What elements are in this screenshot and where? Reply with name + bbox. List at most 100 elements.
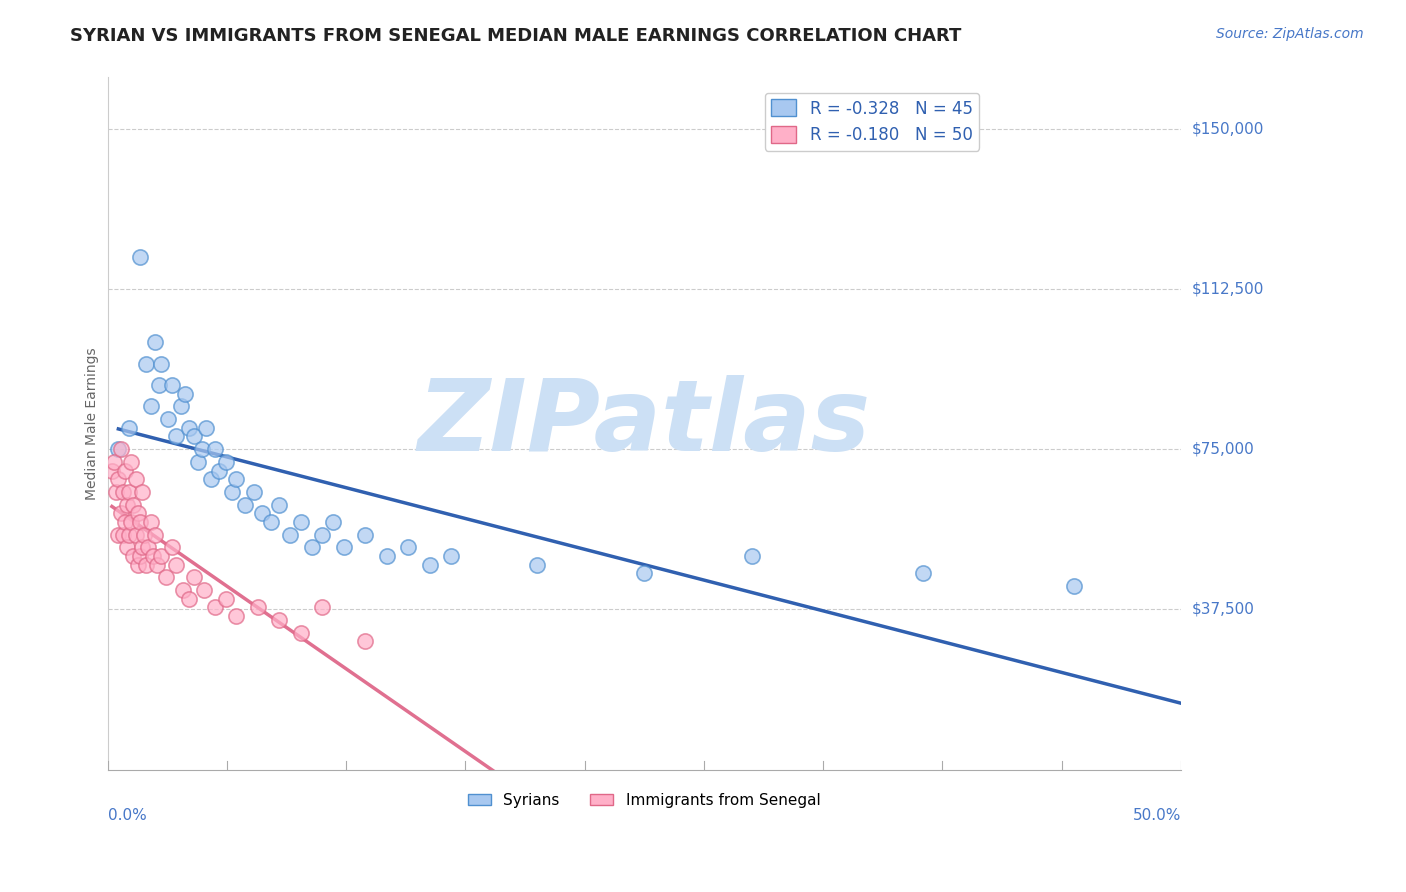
Point bbox=[131, 541, 153, 555]
Point bbox=[110, 506, 132, 520]
Point bbox=[741, 549, 763, 563]
Text: SYRIAN VS IMMIGRANTS FROM SENEGAL MEDIAN MALE EARNINGS CORRELATION CHART: SYRIAN VS IMMIGRANTS FROM SENEGAL MEDIAN… bbox=[70, 27, 962, 45]
Point bbox=[156, 412, 179, 426]
Point bbox=[138, 541, 160, 555]
Y-axis label: Median Male Earnings: Median Male Earnings bbox=[86, 347, 100, 500]
Point bbox=[225, 608, 247, 623]
Point bbox=[118, 421, 141, 435]
Point bbox=[150, 357, 173, 371]
Point bbox=[165, 429, 187, 443]
Point bbox=[135, 357, 157, 371]
Point bbox=[124, 472, 146, 486]
Point bbox=[246, 600, 269, 615]
Point bbox=[128, 515, 150, 529]
Point bbox=[290, 625, 312, 640]
Text: $112,500: $112,500 bbox=[1192, 282, 1264, 296]
Point bbox=[193, 583, 215, 598]
Text: 0.0%: 0.0% bbox=[108, 808, 146, 823]
Text: $37,500: $37,500 bbox=[1192, 602, 1256, 617]
Point bbox=[103, 455, 125, 469]
Point bbox=[179, 421, 201, 435]
Point bbox=[122, 498, 145, 512]
Point bbox=[150, 549, 173, 563]
Point bbox=[101, 463, 124, 477]
Text: 50.0%: 50.0% bbox=[1133, 808, 1181, 823]
Text: $150,000: $150,000 bbox=[1192, 121, 1264, 136]
Point bbox=[142, 549, 165, 563]
Point bbox=[146, 558, 169, 572]
Point bbox=[128, 549, 150, 563]
Point bbox=[179, 591, 201, 606]
Point bbox=[633, 566, 655, 580]
Point bbox=[375, 549, 398, 563]
Point bbox=[183, 429, 205, 443]
Point bbox=[311, 527, 333, 541]
Point bbox=[114, 515, 136, 529]
Point bbox=[107, 442, 129, 457]
Point bbox=[396, 541, 419, 555]
Point bbox=[354, 527, 377, 541]
Point bbox=[115, 541, 138, 555]
Point bbox=[204, 600, 226, 615]
Text: Source: ZipAtlas.com: Source: ZipAtlas.com bbox=[1216, 27, 1364, 41]
Point bbox=[242, 484, 264, 499]
Point bbox=[269, 498, 291, 512]
Point bbox=[160, 541, 183, 555]
Point bbox=[419, 558, 441, 572]
Point bbox=[187, 455, 209, 469]
Point bbox=[160, 378, 183, 392]
Point bbox=[135, 558, 157, 572]
Point bbox=[333, 541, 356, 555]
Point bbox=[174, 386, 197, 401]
Point bbox=[221, 484, 243, 499]
Point bbox=[131, 484, 153, 499]
Point bbox=[107, 472, 129, 486]
Point bbox=[322, 515, 344, 529]
Point bbox=[118, 527, 141, 541]
Point bbox=[114, 463, 136, 477]
Point bbox=[278, 527, 301, 541]
Point bbox=[191, 442, 214, 457]
Point bbox=[127, 506, 149, 520]
Point bbox=[105, 484, 128, 499]
Point bbox=[215, 455, 238, 469]
Point bbox=[526, 558, 548, 572]
Legend: Syrians, Immigrants from Senegal: Syrians, Immigrants from Senegal bbox=[463, 787, 827, 814]
Point bbox=[110, 442, 132, 457]
Point bbox=[172, 583, 194, 598]
Point bbox=[1063, 579, 1085, 593]
Point bbox=[204, 442, 226, 457]
Point bbox=[115, 498, 138, 512]
Point bbox=[107, 527, 129, 541]
Point bbox=[195, 421, 218, 435]
Point bbox=[148, 378, 170, 392]
Point bbox=[440, 549, 463, 563]
Point bbox=[200, 472, 222, 486]
Point bbox=[124, 527, 146, 541]
Point bbox=[912, 566, 935, 580]
Point bbox=[354, 634, 377, 648]
Point bbox=[139, 400, 162, 414]
Point bbox=[122, 549, 145, 563]
Point bbox=[127, 558, 149, 572]
Point bbox=[311, 600, 333, 615]
Point bbox=[118, 484, 141, 499]
Point bbox=[155, 570, 177, 584]
Point bbox=[128, 250, 150, 264]
Point bbox=[250, 506, 273, 520]
Point bbox=[165, 558, 187, 572]
Point bbox=[233, 498, 256, 512]
Text: $75,000: $75,000 bbox=[1192, 442, 1254, 457]
Point bbox=[139, 515, 162, 529]
Point bbox=[208, 463, 231, 477]
Point bbox=[301, 541, 323, 555]
Point bbox=[269, 613, 291, 627]
Point bbox=[290, 515, 312, 529]
Point bbox=[260, 515, 283, 529]
Point bbox=[183, 570, 205, 584]
Point bbox=[111, 527, 134, 541]
Point bbox=[143, 335, 166, 350]
Point bbox=[215, 591, 238, 606]
Point bbox=[111, 484, 134, 499]
Point bbox=[134, 527, 156, 541]
